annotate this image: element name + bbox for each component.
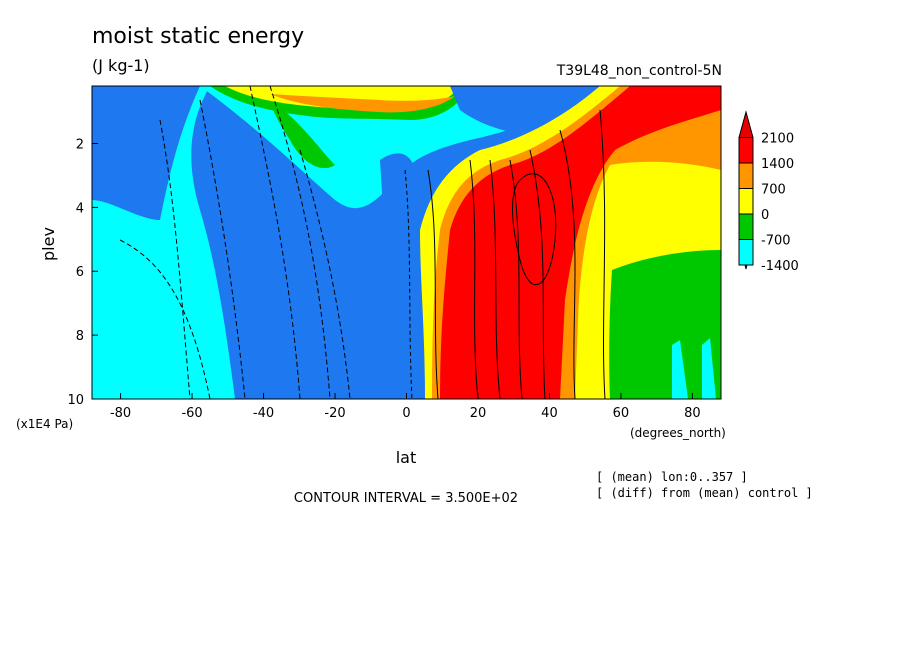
filled-contours bbox=[92, 86, 721, 399]
colorbar-label: -1400 bbox=[761, 259, 799, 274]
y-tick-label: 10 bbox=[67, 393, 84, 408]
y-tick-label: 2 bbox=[76, 137, 84, 152]
y-tick-label: 6 bbox=[76, 265, 84, 280]
note-mean-lon: [ (mean) lon:0..357 ] bbox=[596, 470, 748, 484]
colorbar-label: 700 bbox=[761, 183, 786, 198]
note-diff-control: [ (diff) from (mean) control ] bbox=[596, 486, 813, 500]
x-tick-label: 20 bbox=[470, 406, 487, 421]
field-blue-eq bbox=[380, 153, 425, 399]
field-orange-top bbox=[270, 94, 455, 113]
run-label: T39L48_non_control-5N bbox=[556, 63, 722, 79]
colorbar-label: 0 bbox=[761, 208, 769, 223]
x-tick-label: -60 bbox=[181, 406, 202, 421]
field-green-upper bbox=[270, 100, 335, 169]
x-tick-label: 80 bbox=[684, 406, 701, 421]
colorbar-swatch bbox=[738, 239, 754, 266]
colorbar-swatch bbox=[738, 213, 754, 240]
colorbar-label: -700 bbox=[761, 234, 791, 249]
contour-interval: CONTOUR INTERVAL = 3.500E+02 bbox=[294, 491, 518, 506]
y-tick-label: 4 bbox=[76, 201, 84, 216]
field-cyan-south-low bbox=[92, 240, 220, 399]
field-cyan-north-2 bbox=[702, 338, 716, 399]
colorbar-label: 1400 bbox=[761, 157, 794, 172]
field-red-north bbox=[440, 86, 721, 399]
colorbar: 2100 1400 700 0 -700 -1400 bbox=[738, 110, 799, 274]
x-tick-label: -20 bbox=[324, 406, 345, 421]
x-tick-label: 0 bbox=[402, 406, 410, 421]
x-tick-label: 40 bbox=[541, 406, 558, 421]
colorbar-swatch bbox=[738, 188, 754, 215]
colorbar-swatch bbox=[738, 162, 754, 189]
colorbar-label: 2100 bbox=[761, 132, 794, 147]
y-axis: 2 4 6 8 10 bbox=[67, 137, 98, 408]
y-axis-label: plev bbox=[39, 227, 58, 261]
colorbar-swatch bbox=[738, 137, 754, 164]
chart-title: moist static energy bbox=[92, 24, 305, 49]
contour-lines bbox=[119, 86, 606, 399]
x-axis-label: lat bbox=[396, 448, 417, 467]
field-blue-south bbox=[92, 86, 200, 220]
colorbar-arrow-top bbox=[738, 110, 754, 138]
x-tick-label: -40 bbox=[253, 406, 274, 421]
x-tick-label: -80 bbox=[110, 406, 131, 421]
x-tick-label: 60 bbox=[613, 406, 630, 421]
chart-units: (J kg-1) bbox=[92, 56, 150, 75]
y-axis-units: (x1E4 Pa) bbox=[16, 417, 73, 431]
field-blue-upper-eq bbox=[450, 86, 600, 135]
field-cyan-north-1 bbox=[672, 340, 688, 399]
x-axis: -80 -60 -40 -20 0 20 40 60 80 bbox=[110, 393, 701, 421]
y-tick-label: 8 bbox=[76, 329, 84, 344]
x-axis-units: (degrees_north) bbox=[630, 426, 726, 440]
field-green-north bbox=[609, 250, 721, 399]
